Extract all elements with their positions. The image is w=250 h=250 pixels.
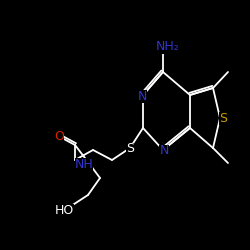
Text: NH₂: NH₂ xyxy=(156,40,180,54)
Text: HO: HO xyxy=(54,204,74,216)
Text: S: S xyxy=(219,112,227,124)
Text: NH: NH xyxy=(74,158,94,170)
Text: N: N xyxy=(137,90,147,102)
Text: O: O xyxy=(54,130,64,143)
Text: S: S xyxy=(126,142,134,156)
Text: N: N xyxy=(159,144,169,158)
